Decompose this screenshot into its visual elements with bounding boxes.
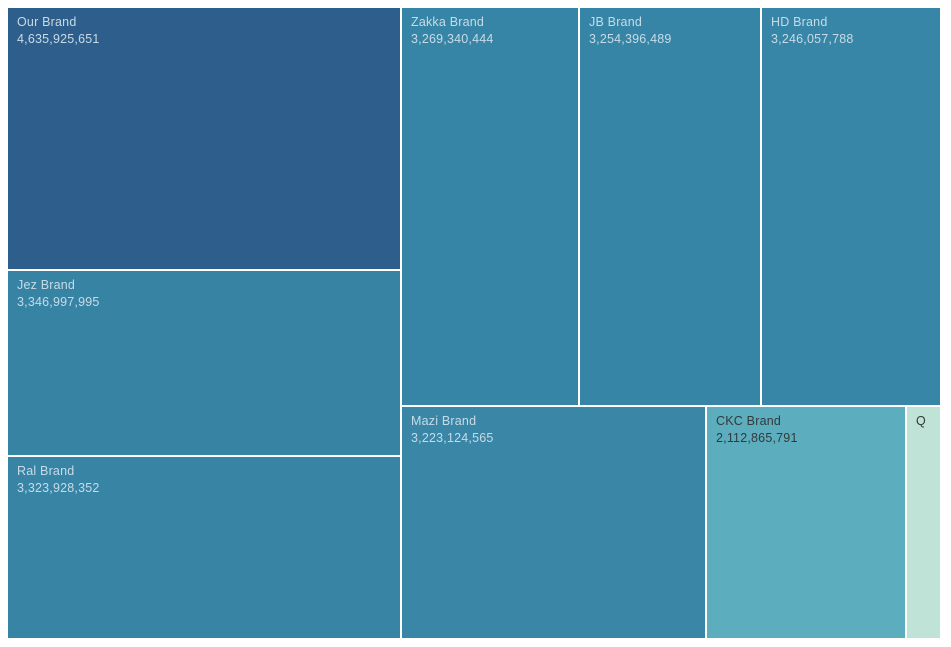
cell-value-label: 3,323,928,352 [17, 481, 100, 495]
treemap-cell-ckc-brand[interactable]: CKC Brand 2,112,865,791 [707, 407, 905, 638]
cell-brand-label: Jez Brand [17, 278, 76, 292]
cell-brand-label: Mazi Brand [411, 414, 477, 428]
cell-brand-label: Q [916, 414, 926, 428]
cell-brand-label: Our Brand [17, 15, 77, 29]
cell-value-label: 3,269,340,444 [411, 32, 494, 46]
cell-brand-label: Zakka Brand [411, 15, 485, 29]
cell-value-label: 3,254,396,489 [589, 32, 672, 46]
cell-brand-label: JB Brand [589, 15, 643, 29]
cell-brand-label: HD Brand [771, 15, 828, 29]
cell-value-label: 3,246,057,788 [771, 32, 854, 46]
cell-brand-label: CKC Brand [716, 414, 782, 428]
treemap-cell-mazi-brand[interactable]: Mazi Brand 3,223,124,565 [402, 407, 705, 638]
treemap-cell-q-brand[interactable]: Q [907, 407, 940, 638]
treemap-cell-jb-brand[interactable]: JB Brand 3,254,396,489 [580, 8, 760, 405]
treemap-cell-zakka-brand[interactable]: Zakka Brand 3,269,340,444 [402, 8, 578, 405]
treemap-cell-ral-brand[interactable]: Ral Brand 3,323,928,352 [8, 457, 400, 638]
cell-brand-label: Ral Brand [17, 464, 75, 478]
treemap-cell-hd-brand[interactable]: HD Brand 3,246,057,788 [762, 8, 940, 405]
cell-value-label: 3,223,124,565 [411, 431, 494, 445]
treemap-cell-our-brand[interactable]: Our Brand 4,635,925,651 [8, 8, 400, 269]
cell-value-label: 3,346,997,995 [17, 295, 100, 309]
cell-value-label: 2,112,865,791 [716, 431, 798, 445]
treemap-cell-jez-brand[interactable]: Jez Brand 3,346,997,995 [8, 271, 400, 455]
cell-value-label: 4,635,925,651 [17, 32, 100, 46]
